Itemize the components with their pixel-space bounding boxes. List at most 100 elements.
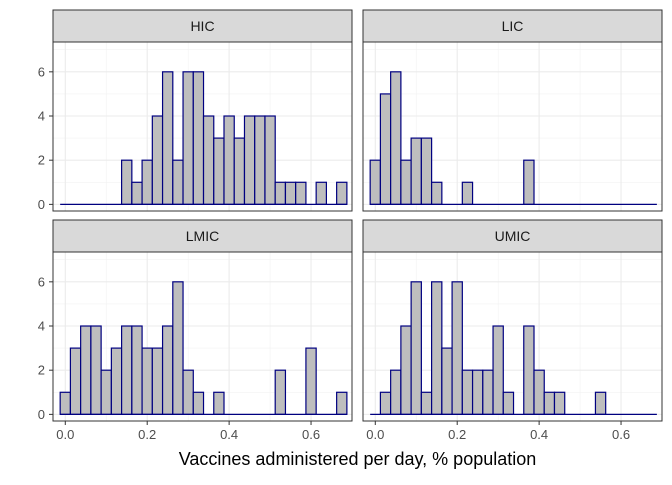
histogram-bar bbox=[141, 159, 153, 205]
histogram-bar bbox=[192, 391, 205, 415]
histogram-bar bbox=[59, 391, 72, 415]
x-tick-label: 0.0 bbox=[366, 427, 384, 442]
x-tick-label: 0.2 bbox=[448, 427, 466, 442]
histogram-bar bbox=[121, 325, 133, 415]
y-tick-label: 6 bbox=[38, 64, 45, 79]
panel-border bbox=[52, 251, 353, 422]
facet-strip-label: HIC bbox=[190, 18, 214, 34]
histogram-bar bbox=[553, 391, 566, 415]
histogram-bar bbox=[182, 369, 194, 415]
histogram-bar bbox=[274, 369, 287, 415]
histogram-bar bbox=[492, 325, 504, 415]
histogram-bar bbox=[523, 159, 535, 205]
histogram-bar bbox=[369, 159, 382, 205]
histogram-bar bbox=[543, 391, 556, 415]
histogram-bar bbox=[110, 347, 123, 415]
histogram-bar bbox=[502, 391, 515, 415]
histogram-bar bbox=[441, 347, 453, 415]
histogram-bar bbox=[131, 325, 143, 415]
x-tick-label: 0.2 bbox=[138, 427, 156, 442]
histogram-bar bbox=[533, 369, 545, 415]
histogram-bar bbox=[315, 181, 328, 205]
histogram-bar bbox=[161, 71, 174, 205]
x-axis-title: Vaccines administered per day, % populat… bbox=[179, 449, 537, 469]
histogram-bar bbox=[141, 347, 153, 415]
histogram-bar bbox=[151, 115, 164, 205]
panel-border bbox=[362, 251, 663, 422]
histogram-bar bbox=[461, 181, 474, 205]
histogram-bar bbox=[336, 391, 348, 415]
histogram-bar bbox=[431, 281, 443, 415]
histogram-bar bbox=[390, 71, 402, 205]
histogram-bar bbox=[172, 159, 184, 205]
histogram-bar bbox=[233, 137, 246, 205]
x-tick-label: 0.6 bbox=[302, 427, 320, 442]
histogram-bar bbox=[131, 181, 143, 205]
histogram-bar bbox=[482, 369, 494, 415]
facet-panel-lic: LIC bbox=[362, 9, 663, 212]
facet-strip bbox=[362, 9, 663, 43]
histogram-bar bbox=[471, 369, 484, 415]
histogram-bar bbox=[182, 71, 194, 205]
y-tick-label: 0 bbox=[38, 407, 45, 422]
histogram-bar bbox=[161, 325, 174, 415]
panel-border bbox=[52, 41, 353, 212]
histogram-bar bbox=[151, 347, 164, 415]
histogram-bar bbox=[431, 181, 443, 205]
histogram-bar bbox=[121, 159, 133, 205]
facet-strip bbox=[362, 219, 663, 253]
histogram-bar bbox=[69, 347, 82, 415]
y-tick-label: 4 bbox=[38, 319, 45, 334]
histogram-bar bbox=[100, 369, 112, 415]
facet-strip-label: UMIC bbox=[495, 228, 531, 244]
histogram-bar bbox=[274, 181, 287, 205]
y-tick-label: 2 bbox=[38, 153, 45, 168]
facet-strip bbox=[52, 219, 353, 253]
histogram-bar bbox=[264, 115, 276, 205]
facet-strip-label: LIC bbox=[502, 18, 524, 34]
histogram-bar bbox=[523, 325, 535, 415]
histogram-bar bbox=[202, 115, 215, 205]
histogram-bar bbox=[594, 391, 607, 415]
facet-panel-umic: UMIC 0.0 0.2 0.4 0.6 bbox=[362, 219, 663, 442]
histogram-bar bbox=[223, 115, 235, 205]
histogram-bar bbox=[410, 137, 422, 205]
y-tick-label: 4 bbox=[38, 109, 45, 124]
histogram-bar bbox=[295, 181, 307, 205]
histogram-bar bbox=[461, 369, 474, 415]
panel-border bbox=[362, 41, 663, 212]
histogram-bar bbox=[243, 115, 256, 205]
histogram-bar bbox=[213, 137, 225, 205]
x-tick-label: 0.4 bbox=[530, 427, 548, 442]
histogram-bar bbox=[379, 391, 392, 415]
facet-strip-label: LMIC bbox=[186, 228, 219, 244]
facet-strip bbox=[52, 9, 353, 43]
histogram-bar bbox=[400, 159, 412, 205]
histogram-bar bbox=[284, 181, 297, 205]
histogram-bar bbox=[420, 137, 433, 205]
histogram-bar bbox=[400, 325, 412, 415]
histogram-bar bbox=[390, 369, 402, 415]
histogram-bar bbox=[172, 281, 184, 415]
facet-panel-lmic: LMIC 0 2 4 6 0.0 0.2 0.4 0.6 bbox=[38, 219, 353, 442]
y-tick-label: 6 bbox=[38, 274, 45, 289]
histogram-bar bbox=[192, 71, 205, 205]
histogram-bar bbox=[254, 115, 266, 205]
histogram-bar bbox=[410, 281, 422, 415]
histogram-bar bbox=[451, 281, 463, 415]
x-tick-label: 0.4 bbox=[220, 427, 238, 442]
histogram-bar bbox=[90, 325, 102, 415]
x-tick-label: 0.0 bbox=[56, 427, 74, 442]
y-tick-label: 2 bbox=[38, 363, 45, 378]
histogram-bar bbox=[379, 93, 392, 205]
histogram-bar bbox=[80, 325, 92, 415]
histogram-bar bbox=[336, 181, 348, 205]
histogram-bar bbox=[305, 347, 317, 415]
facet-panel-hic: HIC 0 2 4 6 bbox=[38, 9, 353, 212]
y-tick-label: 0 bbox=[38, 197, 45, 212]
histogram-bar bbox=[213, 391, 225, 415]
x-tick-label: 0.6 bbox=[612, 427, 630, 442]
histogram-bar bbox=[420, 391, 433, 415]
